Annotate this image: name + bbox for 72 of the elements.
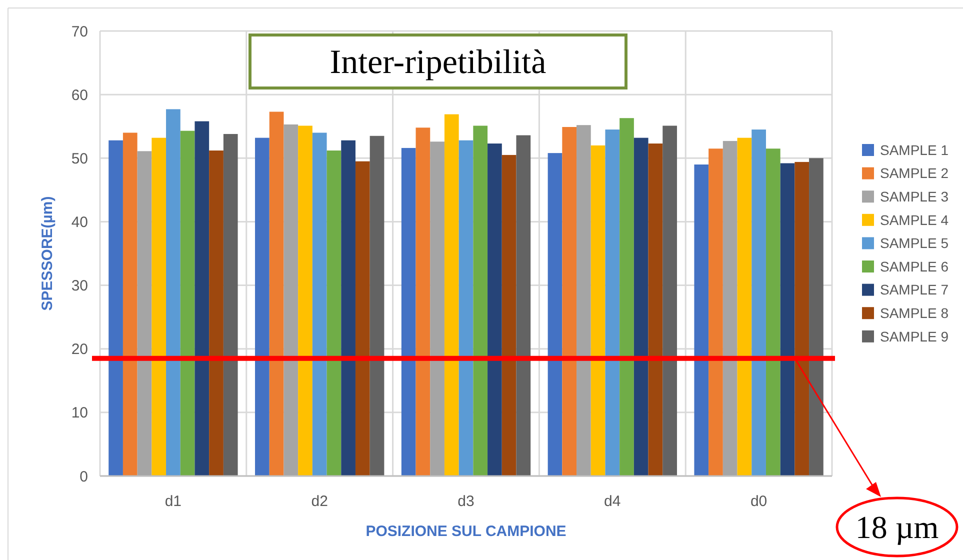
y-tick-label: 0 <box>80 468 88 486</box>
bar <box>108 140 123 476</box>
bar <box>355 161 370 476</box>
bar <box>298 126 312 476</box>
bar <box>722 140 738 476</box>
bar <box>326 150 342 476</box>
bar <box>634 138 648 476</box>
x-tick-label: d3 <box>458 493 474 510</box>
bar <box>562 126 577 476</box>
bar <box>737 138 752 476</box>
bar <box>223 134 238 476</box>
bar <box>430 142 444 476</box>
bar <box>766 148 780 476</box>
bar <box>794 162 810 476</box>
legend-label: SAMPLE 6 <box>880 258 949 274</box>
y-tick-label: 20 <box>71 341 88 358</box>
bar <box>694 164 709 476</box>
legend-label: SAMPLE 4 <box>880 212 949 228</box>
bar <box>620 118 634 476</box>
bar <box>516 135 531 476</box>
x-tick-label: d4 <box>604 493 621 510</box>
bar <box>458 140 474 476</box>
legend-label: SAMPLE 3 <box>880 188 949 204</box>
bar <box>752 130 766 476</box>
y-tick-label: 50 <box>71 150 88 168</box>
legend-label: SAMPLE 2 <box>880 165 949 182</box>
bar <box>780 163 795 476</box>
legend-label: SAMPLE 5 <box>880 235 949 252</box>
x-axis-title: POSIZIONE SUL CAMPIONE <box>366 523 566 540</box>
bar <box>284 124 298 476</box>
bar <box>137 151 152 476</box>
bar <box>576 125 591 476</box>
x-tick-label: d2 <box>311 493 328 510</box>
bar <box>605 130 620 476</box>
legend-label: SAMPLE 7 <box>880 282 949 298</box>
y-tick-label: 40 <box>71 214 88 231</box>
x-tick-label: d0 <box>750 493 768 510</box>
legend-label: SAMPLE 1 <box>880 142 949 158</box>
bar <box>370 136 384 476</box>
y-tick-label: 60 <box>71 86 88 104</box>
title-frame: Inter-ripetibilità <box>248 34 628 90</box>
bar <box>255 138 270 476</box>
legend-label: SAMPLE 8 <box>880 305 949 321</box>
bar <box>488 144 502 476</box>
bar <box>194 121 210 476</box>
y-tick-label: 30 <box>71 278 88 295</box>
bar <box>166 109 180 476</box>
bar <box>548 153 562 476</box>
y-tick-label: 70 <box>71 23 88 40</box>
y-tick-label: 10 <box>71 404 88 422</box>
bar <box>502 154 516 476</box>
bar <box>809 158 824 476</box>
bar <box>648 144 663 476</box>
bar <box>209 150 224 476</box>
bar <box>312 132 327 476</box>
legend-label: SAMPLE 9 <box>880 328 949 344</box>
x-tick-label: d1 <box>164 493 182 510</box>
bar <box>444 114 459 476</box>
y-axis-title: SPESSORE(µm) <box>39 196 56 311</box>
bar <box>269 112 284 476</box>
bar <box>590 145 606 476</box>
bar <box>341 140 356 476</box>
bar <box>473 126 488 476</box>
chart-title: Inter-ripetibilità <box>330 44 546 81</box>
bar <box>180 130 195 476</box>
ref-line-label: 18 µm <box>855 509 939 545</box>
bar <box>708 148 723 476</box>
bar <box>662 126 677 476</box>
bar <box>152 138 166 476</box>
bar <box>401 148 416 476</box>
bar <box>122 132 138 476</box>
bar <box>416 128 430 476</box>
